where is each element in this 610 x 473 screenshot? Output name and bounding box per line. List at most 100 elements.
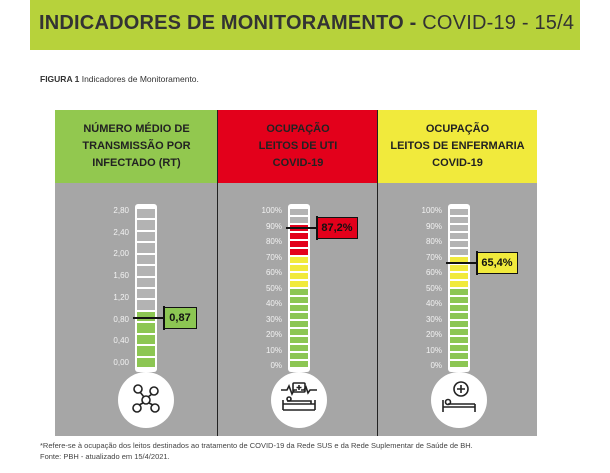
- figure-caption: FIGURA 1 Indicadores de Monitoramento.: [40, 74, 199, 84]
- panel-divider: [377, 110, 378, 436]
- footnote-source: Fonte: PBH - atualizado em 15/4/2021.: [40, 451, 473, 462]
- gauge-segment: [290, 241, 308, 247]
- gauge-segment: [290, 305, 308, 311]
- gauge-segment: [137, 255, 155, 264]
- gauge-tick-label: 0,80: [113, 315, 129, 324]
- gauge-segment: [137, 209, 155, 218]
- value-callout: 0,87: [163, 307, 197, 329]
- gauge-tick-label: 2,80: [113, 206, 129, 215]
- value-callout: 87,2%: [316, 217, 358, 239]
- gauge-segment: [450, 345, 468, 351]
- gauge-segment: [137, 335, 155, 344]
- value-marker-line: [446, 262, 478, 264]
- gauge-segment: [450, 249, 468, 255]
- gauge-tick-label: 60%: [426, 268, 442, 277]
- indicator-panel-3: OCUPAÇÃO LEITOS DE ENFERMARIA COVID-19 100%…: [378, 110, 537, 436]
- gauge-segment: [137, 346, 155, 355]
- gauge-tick-label: 40%: [426, 299, 442, 308]
- gauge-tick-label: 20%: [426, 330, 442, 339]
- gauge-segment: [450, 241, 468, 247]
- page-title: INDICADORES DE MONITORAMENTO - COVID-19 …: [39, 12, 574, 35]
- thermometer-tube: [135, 204, 157, 372]
- gauge-tick-label: 90%: [266, 222, 282, 231]
- gauge-tick-label: 70%: [266, 253, 282, 262]
- panel-divider: [217, 110, 218, 436]
- gauge-tick-label: 10%: [426, 346, 442, 355]
- gauge-segment: [450, 329, 468, 335]
- icu-bed-monitor-icon: [279, 380, 319, 421]
- gauge-segment: [290, 217, 308, 223]
- gauge-tick-label: 60%: [266, 268, 282, 277]
- value-callout: 65,4%: [476, 252, 518, 274]
- gauge-tick-label: 40%: [266, 299, 282, 308]
- gauge-segment: [290, 289, 308, 295]
- gauge-segment: [137, 300, 155, 309]
- gauge-tick-label: 1,20: [113, 293, 129, 302]
- gauge-tick-label: 0%: [270, 361, 282, 370]
- gauge-segment: [450, 297, 468, 303]
- gauge-tick-labels: 2,80 2,40 2,00 1,60 1,20 0,80 0,40 0,00: [55, 110, 129, 436]
- gauge-tick-label: 0,00: [113, 358, 129, 367]
- gauge-segment: [137, 278, 155, 287]
- gauge-segment: [290, 297, 308, 303]
- thermometer-bulb: [271, 372, 327, 428]
- gauge-segment: [450, 353, 468, 359]
- gauge-segment: [290, 313, 308, 319]
- gauge-segment: [290, 273, 308, 279]
- gauge-segment: [137, 358, 155, 367]
- thermometer-tube: [448, 204, 470, 372]
- virus-transmission-icon: [128, 380, 164, 421]
- gauge-tick-label: 50%: [266, 284, 282, 293]
- gauge-segment: [290, 337, 308, 343]
- gauge-segment: [290, 329, 308, 335]
- gauge-segment: [137, 243, 155, 252]
- gauge-tick-label: 80%: [426, 237, 442, 246]
- gauge-segment: [450, 273, 468, 279]
- gauge-segment: [290, 233, 308, 239]
- gauge-tick-label: 0%: [430, 361, 442, 370]
- ward-bed-cross-icon: [439, 380, 479, 421]
- gauge-tick-label: 100%: [262, 206, 282, 215]
- figure-label: FIGURA 1: [40, 74, 79, 84]
- gauge-segment: [290, 249, 308, 255]
- thermometer-bulb: [431, 372, 487, 428]
- gauge-tick-label: 70%: [426, 253, 442, 262]
- gauge-segment: [450, 217, 468, 223]
- gauge-segment: [450, 337, 468, 343]
- thermometer-bulb: [118, 372, 174, 428]
- gauge-tick-label: 10%: [266, 346, 282, 355]
- gauge-segment: [450, 361, 468, 367]
- value-marker-stem: [163, 306, 165, 330]
- gauge-tick-label: 1,60: [113, 271, 129, 280]
- page-title-bold: INDICADORES DE MONITORAMENTO -: [39, 12, 417, 34]
- value-marker-line: [286, 227, 318, 229]
- gauge-segment: [290, 345, 308, 351]
- indicator-panel-2: OCUPAÇÃO LEITOS DE UTI COVID-19 100% 90% 80% 7…: [218, 110, 378, 436]
- value-marker-stem: [316, 216, 318, 240]
- gauge-tick-label: 20%: [266, 330, 282, 339]
- gauge-segment: [290, 321, 308, 327]
- indicators-panel: NÚMERO MÉDIO DE TRANSMISSÃO POR INFECTADO …: [55, 110, 537, 436]
- gauge-tick-label: 0,40: [113, 336, 129, 345]
- figure-caption-text: Indicadores de Monitoramento.: [79, 74, 199, 84]
- gauge-segment: [450, 233, 468, 239]
- gauge-tick-label: 100%: [422, 206, 442, 215]
- gauge-segment: [450, 289, 468, 295]
- gauge-tick-labels: 100% 90% 80% 70% 60% 50% 40% 30% 20% 10% 0%: [218, 110, 282, 436]
- gauge-tick-label: 80%: [266, 237, 282, 246]
- gauge-segment: [290, 281, 308, 287]
- gauge-segment: [290, 209, 308, 215]
- gauge-tick-label: 30%: [426, 315, 442, 324]
- footnote-note: *Refere-se à ocupação dos leitos destina…: [40, 440, 473, 451]
- gauge-segment: [450, 209, 468, 215]
- indicator-panel-1: NÚMERO MÉDIO DE TRANSMISSÃO POR INFECTADO …: [55, 110, 218, 436]
- gauge-segment: [137, 323, 155, 332]
- gauge-segment: [290, 257, 308, 263]
- gauge-tick-label: 2,40: [113, 228, 129, 237]
- gauge-tick-label: 50%: [426, 284, 442, 293]
- gauge-segment: [137, 289, 155, 298]
- gauge-segment: [137, 220, 155, 229]
- gauge-segment: [290, 353, 308, 359]
- gauge-segment: [450, 321, 468, 327]
- value-marker-stem: [476, 251, 478, 275]
